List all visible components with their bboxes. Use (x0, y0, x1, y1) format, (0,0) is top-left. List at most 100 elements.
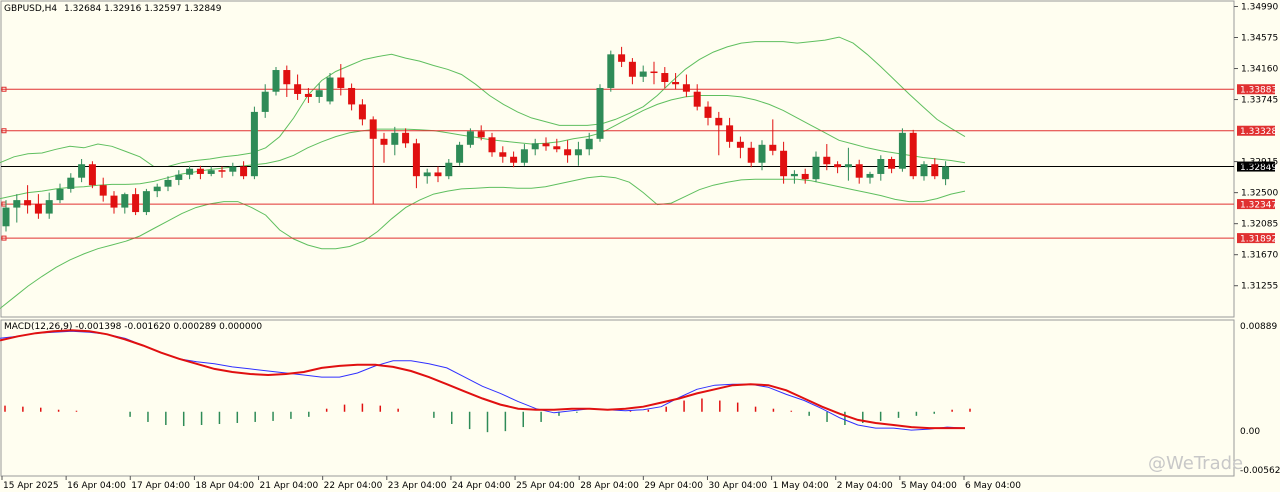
level-handle-1[interactable] (1, 86, 7, 92)
candle-body (477, 131, 485, 138)
candle-body (56, 188, 64, 201)
candle-body (402, 132, 410, 144)
candle-body (261, 91, 269, 112)
time-tick-label: 1 May 04:00 (773, 481, 829, 491)
candle-body (272, 70, 280, 92)
candle-body (769, 144, 777, 151)
level-tag-text-4: 1.31892 (1240, 235, 1277, 245)
candle-body (456, 144, 464, 163)
macd-indicator (0, 329, 971, 433)
candle-body (391, 132, 399, 145)
time-tick-label: 23 Apr 04:00 (388, 481, 447, 491)
price-tick-label: 1.34990 (1241, 2, 1278, 12)
candle-body (369, 119, 377, 139)
candle-body (218, 170, 226, 172)
candle-body (877, 159, 885, 174)
candle-body (423, 172, 431, 177)
time-tick-label: 18 Apr 04:00 (195, 481, 254, 491)
candle-body (2, 207, 10, 227)
price-tick-label: 1.32085 (1241, 220, 1278, 230)
candle-body (607, 54, 615, 88)
candle-body (758, 144, 766, 163)
candle-body (693, 91, 701, 107)
candle-body (348, 87, 356, 105)
time-tick-label: 15 Apr 2025 (3, 481, 59, 491)
candle-body (823, 156, 831, 165)
candle-body (920, 164, 928, 177)
candle-body (88, 164, 96, 186)
time-tick-label: 21 Apr 04:00 (260, 481, 319, 491)
level-tag-text-1: 1.33883 (1240, 86, 1277, 96)
candle-body (866, 173, 874, 178)
candle-body (510, 156, 518, 163)
candle-body (888, 159, 896, 169)
candle-body (229, 166, 237, 172)
candle-body (499, 152, 507, 157)
level-handle-4[interactable] (1, 235, 7, 241)
macd-axis-zero: 0.00 (1240, 427, 1260, 437)
candlesticks (2, 46, 950, 232)
candle-body (931, 164, 939, 177)
candle-body (520, 149, 528, 163)
candle-body (834, 164, 842, 168)
candle-body (337, 77, 345, 88)
candle-body (78, 164, 86, 178)
level-tag-4 (1237, 233, 1275, 244)
candle-body (326, 77, 334, 102)
candle-body (801, 173, 809, 180)
candle-body (747, 147, 755, 163)
candle-body (196, 168, 204, 174)
candle-body (909, 132, 917, 177)
candle-body (380, 138, 388, 145)
time-tick-label: 28 Apr 04:00 (580, 481, 639, 491)
price-tick-label: 1.31255 (1241, 282, 1278, 292)
level-handle-2[interactable] (1, 128, 7, 134)
time-tick-label: 6 May 04:00 (965, 481, 1021, 491)
candle-body (790, 173, 798, 177)
candle-body (726, 125, 734, 142)
level-tag-2 (1237, 125, 1275, 136)
macd-axis-top: 0.00889 (1240, 322, 1277, 332)
level-tag-1 (1237, 84, 1275, 95)
candle-body (13, 200, 21, 208)
candle-body (164, 179, 172, 187)
candle-body (45, 200, 53, 214)
candle-body (585, 138, 593, 150)
candle-body (250, 111, 258, 177)
candle-body (704, 106, 712, 118)
time-axis: 15 Apr 2025 16 Apr 04:00 17 Apr 04:00 18 Ap… (1, 476, 1021, 491)
candle-body (672, 81, 680, 85)
time-tick-label: 24 Apr 04:00 (452, 481, 511, 491)
candle-body (434, 172, 442, 177)
time-tick-label: 2 May 04:00 (837, 481, 893, 491)
price-tick-label: 1.32915 (1241, 158, 1278, 168)
candle-body (207, 170, 215, 174)
candle-body (650, 71, 658, 74)
horizontal-levels[interactable]: 1.33883 1.33328 1.32347 1.31892 1.32849 (1, 84, 1277, 245)
candle-body (488, 137, 496, 153)
candle-body (628, 61, 636, 77)
price-axis: 1.34990 1.34575 1.34160 1.33745 1.32915 1.325… (1234, 2, 1278, 292)
candle-body (445, 162, 453, 177)
price-tick-label: 1.32500 (1241, 189, 1278, 199)
time-tick-label: 17 Apr 04:00 (131, 481, 190, 491)
symbol-ohlc-header: GBPUSD,H4 1.32684 1.32916 1.32597 1.3284… (4, 4, 222, 14)
watermark: @WeTrade (1148, 453, 1243, 474)
candle-body (67, 177, 75, 189)
candle-body (132, 194, 140, 213)
candle-body (639, 71, 647, 77)
candle-body (34, 203, 42, 214)
candle-body (240, 166, 248, 177)
candle-body (553, 146, 561, 150)
candle-body (175, 174, 183, 180)
candle-body (153, 186, 161, 192)
level-tag-3 (1237, 199, 1275, 210)
candle-body (574, 149, 582, 156)
level-tag-text-2: 1.33328 (1240, 127, 1277, 137)
candle-body (283, 70, 291, 85)
price-tick-label: 1.33745 (1241, 96, 1278, 106)
candle-body (844, 164, 852, 168)
bollinger-middle-band (0, 95, 966, 200)
candle-body (898, 132, 906, 169)
